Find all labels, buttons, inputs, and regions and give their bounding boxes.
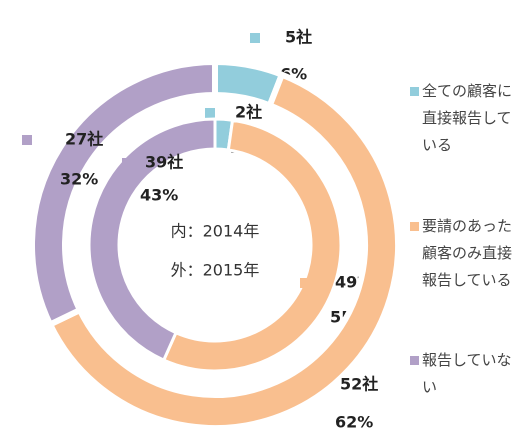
legend-item: 要請のあった顧客のみ直接報告している [410,213,517,294]
donut-segment [87,117,217,363]
legend-item: 報告していない [410,347,517,401]
percent-label: 43% [140,186,178,205]
donut-segment [46,70,401,431]
label-marker [205,108,215,118]
center-label: 内：2014年 [171,222,260,241]
legend-swatch [410,87,419,96]
donut-segment [161,118,343,373]
label-marker [22,135,32,145]
legend-label: 全ての顧客に直接報告している [422,82,513,154]
legend-label: 報告していない [422,351,512,396]
percent-label: 62% [335,413,373,432]
label-marker [250,33,260,43]
chart: 内：2014年 外：2015年 2社2%49社55%39社43%5社6%52社6… [22,27,401,432]
count-label: 2社 [235,103,262,122]
count-label: 52社 [340,375,378,394]
center-label: 外：2015年 [171,261,260,280]
legend-item: 全ての顧客に直接報告している [410,78,517,159]
donut-segment [29,58,218,329]
count-label: 5社 [285,28,312,47]
legend-swatch [410,222,419,231]
legend-label: 要請のあった顧客のみ直接報告している [422,217,513,289]
percent-label: 32% [60,170,98,189]
count-label: 27社 [65,130,103,149]
label-marker [300,278,310,288]
count-label: 39社 [145,153,183,172]
label-marker [122,158,132,168]
legend-swatch [410,356,419,365]
